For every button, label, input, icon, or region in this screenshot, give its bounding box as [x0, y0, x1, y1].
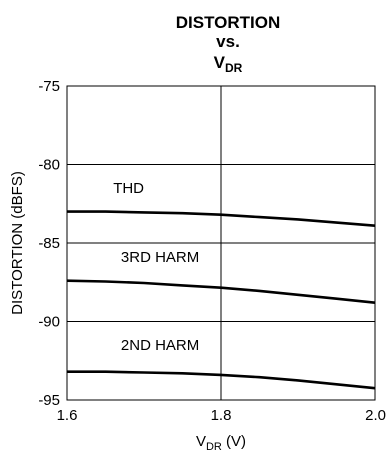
- y-tick-label: -90: [38, 314, 60, 331]
- y-tick-label: -75: [38, 78, 60, 95]
- grid: [66, 85, 376, 401]
- chart-title: DISTORTION vs. VDR: [176, 13, 281, 75]
- y-tick-labels: -75 -80 -85 -90 -95: [38, 78, 60, 409]
- y-tick-label: -80: [38, 157, 60, 174]
- x-tick-label: 2.0: [365, 407, 386, 424]
- x-axis-label-sub: DR: [206, 441, 222, 453]
- chart-title-line3-main: V: [214, 53, 226, 72]
- chart-title-line1: DISTORTION: [176, 13, 281, 32]
- x-axis-label: VDR (V): [196, 433, 246, 453]
- series-line-3rd-harm: [66, 279, 376, 304]
- series-group: [66, 210, 376, 390]
- y-tick-label: -85: [38, 235, 60, 252]
- plot-frame: [66, 85, 376, 401]
- series-line-thd: [67, 210, 376, 227]
- series-annotation: 2ND HARM: [121, 337, 199, 354]
- annotations: THD 3RD HARM 2ND HARM: [113, 180, 199, 354]
- chart-title-line3: VDR: [214, 53, 243, 75]
- series-line-2nd-harm: [67, 370, 376, 390]
- chart-title-line2: vs.: [216, 32, 240, 51]
- x-axis-label-main: V: [196, 433, 206, 450]
- y-axis-label: DISTORTION (dBFS): [9, 171, 26, 315]
- x-tick-labels: 1.6 1.8 2.0: [57, 407, 386, 424]
- x-tick-label: 1.6: [57, 407, 78, 424]
- x-axis-label-suffix: (V): [222, 433, 246, 450]
- chart-title-line3-sub: DR: [225, 61, 243, 75]
- series-annotation: 3RD HARM: [121, 249, 199, 266]
- series-annotation: THD: [113, 180, 144, 197]
- y-tick-label: -95: [38, 392, 60, 409]
- x-tick-label: 1.8: [211, 407, 232, 424]
